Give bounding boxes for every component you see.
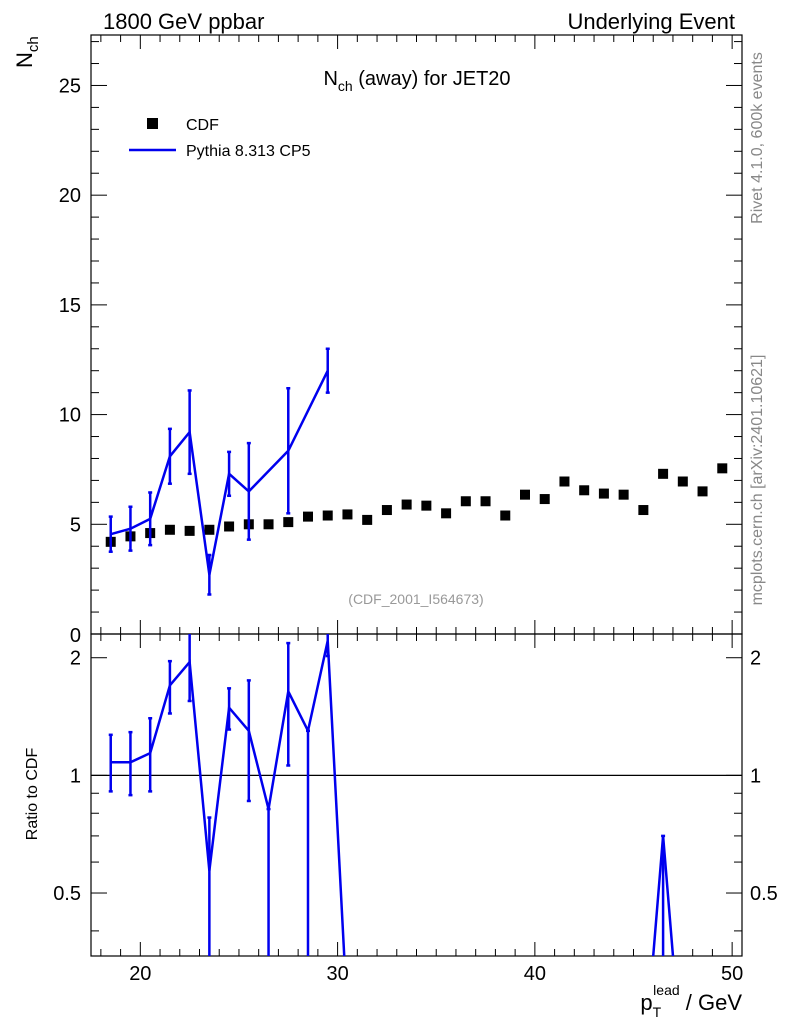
y-tick-label: 20 <box>59 185 81 207</box>
rivet-version-label: Rivet 4.1.0, 600k events <box>749 52 766 224</box>
cdf-data-point <box>520 489 530 500</box>
y-tick-label-ratio-right: 2 <box>750 648 761 670</box>
y-tick-label-ratio-left: 0.5 <box>53 883 81 905</box>
xlabel-t-subscript: T <box>653 1004 662 1020</box>
cdf-data-point <box>500 510 511 521</box>
analysis-watermark: (CDF_2001_I564673) <box>348 591 483 607</box>
cdf-data-point <box>342 509 353 520</box>
main-data-layer <box>105 347 728 596</box>
cdf-data-point <box>303 511 313 522</box>
y-tick-label: 15 <box>59 295 81 317</box>
cdf-data-point <box>697 486 708 497</box>
y-tick-label: 10 <box>59 405 81 427</box>
cdf-data-point <box>204 524 215 535</box>
y-tick-label-ratio-left: 1 <box>70 765 81 787</box>
cdf-data-point <box>658 468 669 479</box>
x-tick-label: 20 <box>129 963 151 985</box>
cdf-data-point <box>263 519 274 530</box>
y-tick-label-ratio-right: 0.5 <box>750 883 778 905</box>
main-axis-ticks: 5 10 15 20 25 0 <box>59 35 742 647</box>
cdf-data-point <box>638 505 649 516</box>
cdf-data-point <box>598 488 609 499</box>
legend-pythia-label: Pythia 8.313 CP5 <box>186 143 311 160</box>
cdf-data-point <box>618 489 629 500</box>
svg-text:Nch: Nch <box>12 36 42 68</box>
cdf-data-point <box>322 510 333 521</box>
x-tick-label: 50 <box>721 963 743 985</box>
xlabel-p: p <box>640 990 652 1015</box>
title-ch-subscript: ch <box>338 78 353 94</box>
title-rest: (away) for JET20 <box>353 68 511 90</box>
cdf-data-point <box>283 517 294 528</box>
title-n: N <box>323 68 337 90</box>
x-tick-label: 40 <box>524 963 546 985</box>
y-tick-label-ratio-right: 1 <box>750 765 761 787</box>
main-y-axis-label: Nch <box>12 36 42 68</box>
cdf-data-point <box>480 496 491 507</box>
pythia-line <box>110 370 329 575</box>
y-tick-label: 5 <box>70 514 81 536</box>
cdf-data-point <box>579 485 590 496</box>
cdf-data-point <box>184 525 195 536</box>
cdf-data-point <box>224 521 235 532</box>
legend-cdf-label: CDF <box>186 117 219 134</box>
legend-cdf-marker <box>147 118 158 129</box>
mcplots-site-label: mcplots.cern.ch [arXiv:2401.10621] <box>749 355 766 606</box>
cdf-data-point <box>421 500 432 511</box>
cdf-data-point <box>677 476 688 487</box>
ratio-y-axis-label: Ratio to CDF <box>24 748 41 841</box>
cdf-data-point <box>717 463 728 474</box>
header-right: Underlying Event <box>567 9 735 34</box>
cdf-data-point <box>381 505 392 516</box>
y-tick-label-ratio-left: 2 <box>70 648 81 670</box>
ylabel-n: N <box>12 52 37 68</box>
cdf-data-point <box>164 524 175 535</box>
cdf-data-point <box>362 514 373 525</box>
y-tick-label: 25 <box>59 75 81 97</box>
header-left: 1800 GeV ppbar <box>103 9 264 34</box>
cdf-data-point <box>441 508 452 519</box>
cdf-data-point <box>539 494 550 505</box>
ratio-axis-ticks: 20 30 40 50 0.5 0.5 1 1 2 2 <box>53 634 778 985</box>
legend: CDF Pythia 8.313 CP5 <box>129 117 311 160</box>
xlabel-rest: / GeV <box>680 990 743 1015</box>
ylabel-ch-subscript: ch <box>25 36 42 52</box>
main-plot-title: Nch (away) for JET20 <box>323 68 510 94</box>
ratio-data-layer <box>91 634 742 956</box>
y-tick-label-zero: 0 <box>70 625 81 647</box>
x-axis-label: pTlead / GeV <box>640 982 742 1020</box>
cdf-data-point <box>401 499 412 510</box>
cdf-data-point <box>559 476 570 487</box>
cdf-data-point <box>460 496 471 507</box>
xlabel-lead-superscript: lead <box>653 982 679 998</box>
x-tick-label: 30 <box>326 963 348 985</box>
